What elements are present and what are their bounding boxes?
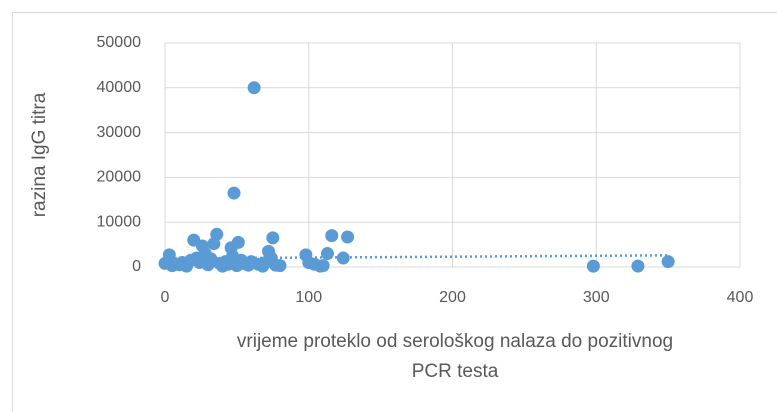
x-axis-label: vrijeme proteklo od serološkog nalaza do… (237, 331, 673, 352)
point (661, 255, 675, 269)
y-tick-label: 50000 (97, 34, 142, 51)
x-tick-label: 100 (295, 289, 322, 306)
x-tick-label: 300 (583, 289, 610, 306)
point (341, 230, 355, 244)
point (227, 186, 241, 200)
point (336, 251, 350, 265)
point (273, 259, 287, 273)
y-tick-label: 20000 (97, 169, 142, 186)
point (586, 259, 600, 273)
point (168, 257, 182, 271)
x-axis-label: PCR testa (412, 361, 499, 382)
x-tick-label: 0 (161, 289, 170, 306)
y-tick-label: 10000 (97, 213, 142, 230)
y-tick-label: 40000 (97, 79, 142, 96)
x-tick-label: 200 (439, 289, 466, 306)
point (631, 259, 645, 273)
y-axis-label: razina IgG titra (29, 92, 50, 217)
point (325, 229, 339, 243)
point (207, 237, 221, 251)
point (316, 259, 330, 273)
y-tick-label: 30000 (97, 124, 142, 141)
point (266, 231, 280, 245)
trendline (164, 254, 669, 260)
point (247, 81, 261, 95)
x-tick-label: 400 (727, 289, 754, 306)
y-tick-label: 0 (132, 258, 141, 275)
chart-border (12, 12, 777, 412)
